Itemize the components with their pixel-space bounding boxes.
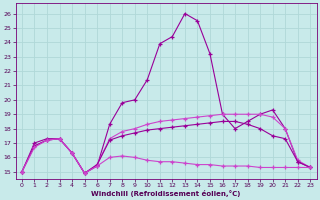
X-axis label: Windchill (Refroidissement éolien,°C): Windchill (Refroidissement éolien,°C) (92, 190, 241, 197)
